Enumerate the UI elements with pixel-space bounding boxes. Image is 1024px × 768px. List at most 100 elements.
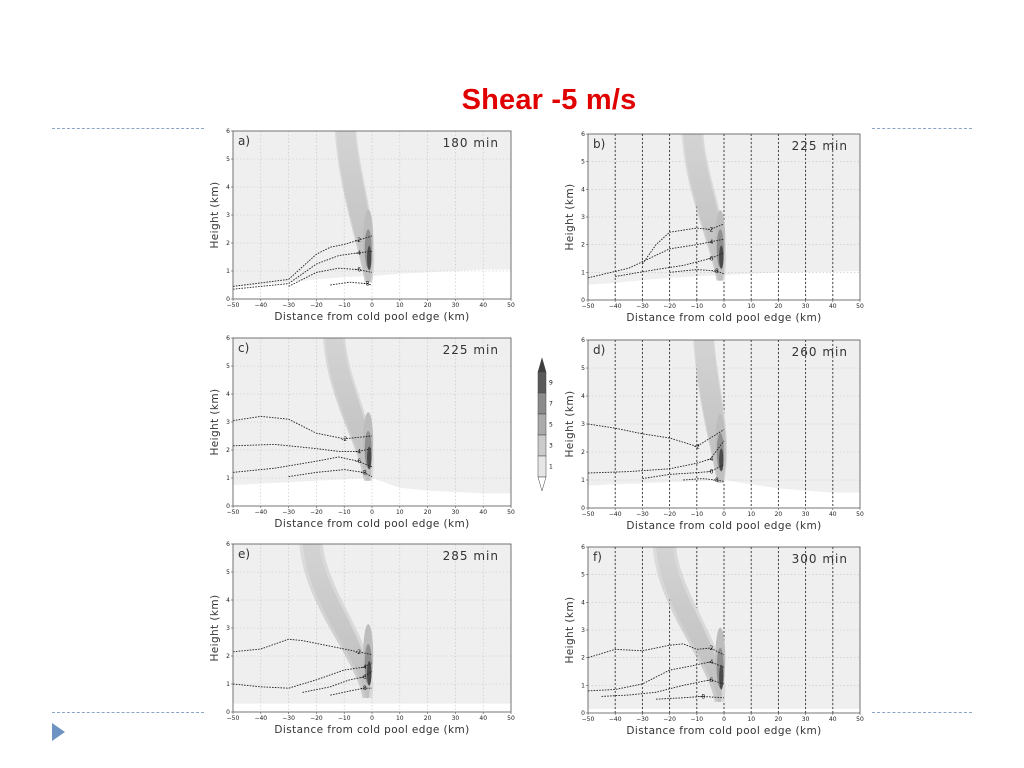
y-tick-label: 4 [581,393,585,400]
y-tick-label: 2 [581,449,585,456]
panel-time: 225 min [792,139,848,153]
x-tick-label: 30 [802,511,810,518]
contour-line [232,662,373,689]
colorbar-label: 5 [549,422,553,429]
y-tick-label: 1 [581,269,585,276]
x-tick-label: 10 [396,715,404,722]
x-tick-label: 30 [802,303,810,310]
panel-tag: b) [593,137,605,151]
x-tick-label: 20 [424,715,432,722]
contour-label: -4 [707,456,713,463]
x-tick-label: 10 [396,302,404,309]
contour-line [642,223,725,265]
panel-time: 300 min [792,552,848,566]
y-tick-label: 4 [226,184,230,191]
colorbar-label: 1 [549,464,553,471]
x-tick-label: −10 [690,716,703,723]
x-tick-label: 10 [396,509,404,516]
x-tick-label: −20 [663,303,676,310]
y-tick-label: 2 [226,240,230,247]
y-axis-title: Height (km) [209,389,221,456]
contour-label: -8 [713,477,719,484]
x-axis-title: Distance from cold pool edge (km) [274,518,469,530]
colorbar-top-arrow [537,357,547,373]
y-tick-label: 3 [226,212,230,219]
panel-time: 260 min [792,345,848,359]
x-tick-label: 40 [829,716,837,723]
contour-line [615,252,725,277]
divider-bottom-left [52,712,204,713]
x-tick-label: −30 [282,509,295,516]
x-tick-label: 20 [424,302,432,309]
x-tick-label: 0 [370,715,374,722]
y-tick-label: 0 [581,505,585,512]
y-axis-title: Height (km) [564,184,576,251]
x-tick-label: 50 [507,715,515,722]
colorbar-segment [537,413,547,436]
y-tick-label: 1 [581,682,585,689]
x-tick-label: 20 [775,303,783,310]
y-tick-label: 0 [581,710,585,717]
x-tick-label: −10 [690,303,703,310]
x-tick-label: −20 [310,509,323,516]
contour-line [232,250,373,290]
x-tick-label: 20 [775,716,783,723]
contour-line [601,679,725,697]
y-tick-label: 3 [581,627,585,634]
colorbar: 9 7 5 3 1 [537,357,553,492]
x-tick-label: 50 [856,511,864,518]
contour-line [683,478,725,482]
x-tick-label: 20 [775,511,783,518]
panel-time: 285 min [443,549,499,563]
x-tick-label: −30 [636,511,649,518]
plume [334,131,375,283]
panel-a: -2 -4 -6-8 −50 −40 −30 −20 −10 0 10 20 30 40 50 0 1 2 3 4 5… [209,128,515,323]
y-tick-label: 5 [581,365,585,372]
contour-label: -4 [355,250,361,257]
y-tick-label: 5 [226,363,230,370]
contour-line [669,269,725,275]
next-slide-arrow-icon[interactable] [52,723,65,741]
x-tick-label: −40 [609,511,622,518]
contour-label: -4 [355,448,361,455]
y-tick-label: 0 [226,503,230,510]
y-tick-label: 6 [581,544,585,551]
y-tick-label: 6 [581,337,585,344]
x-tick-label: 30 [802,716,810,723]
contour-line [232,638,373,656]
y-tick-label: 6 [226,128,230,135]
contour-label: -6 [707,469,713,476]
plume-mid [681,134,725,281]
y-tick-label: 2 [226,653,230,660]
y-tick-label: 4 [226,597,230,604]
x-tick-label: −40 [254,715,267,722]
x-axis-title: Distance from cold pool edge (km) [626,312,821,324]
x-tick-label: −10 [338,715,351,722]
x-tick-label: 10 [747,303,755,310]
colorbar-segment [537,455,547,478]
x-tick-label: −50 [582,303,595,310]
x-tick-label: −50 [582,511,595,518]
contour-label: -8 [361,469,367,476]
divider-top-right [872,128,972,129]
y-tick-label: 1 [581,477,585,484]
contour-label: -8 [713,268,719,275]
x-tick-label: 10 [747,716,755,723]
contour-label: -2 [355,237,361,244]
contour-line [642,464,725,480]
x-tick-label: 50 [507,509,515,516]
contour-line [302,671,373,693]
y-axis-title: Height (km) [209,182,221,249]
x-tick-label: 50 [856,303,864,310]
panel-c: -2 -4 -6-8 −50 −40 −30 −20 −10 0 10 20 30 40 50 0 1 2 3 4 5… [209,335,515,530]
core-inner [367,245,372,271]
contour-line [587,238,725,279]
panel-e: -2 -4 -6 -8 −50 −40 −30 −20 −10 0 10 20 30 40 50 0 1 2 3 4 5… [209,541,515,736]
contour-line [232,235,373,287]
y-tick-label: 5 [581,159,585,166]
x-axis-title: Distance from cold pool edge (km) [626,725,821,737]
y-tick-label: 3 [226,419,230,426]
x-tick-label: −40 [254,302,267,309]
panels-layer: -2-4-6-8−50 −40 −30 −20 −10 0 10 20 30 40 50012345… [209,128,864,737]
core-inner [719,245,724,269]
